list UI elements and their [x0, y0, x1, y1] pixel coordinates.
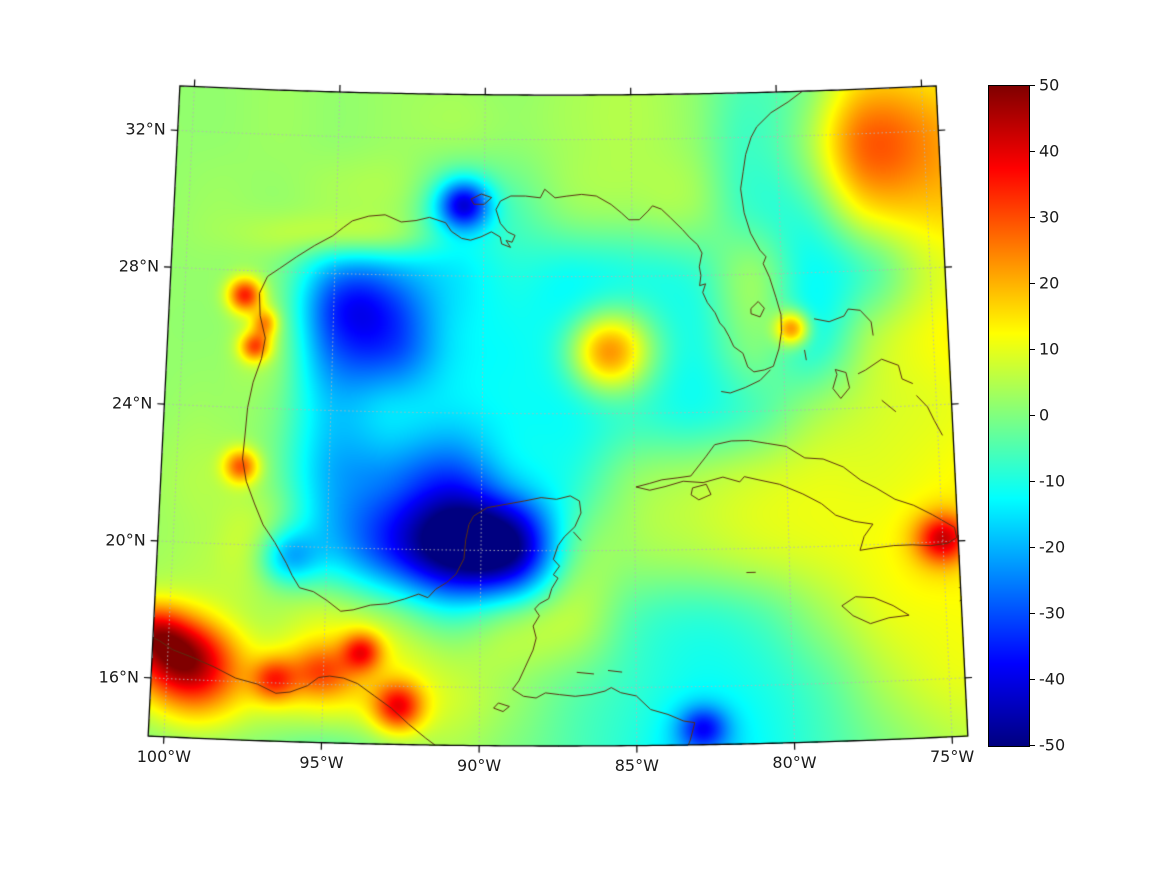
- colorbar-tick-label: 40: [1039, 141, 1060, 161]
- lon-tick-label: 85°W: [614, 755, 659, 775]
- lat-tick-label: 28°N: [118, 256, 160, 276]
- colorbar-tick: [1030, 348, 1035, 350]
- colorbar-tick-label: 0: [1039, 405, 1050, 425]
- lon-tick-label: 75°W: [930, 746, 975, 766]
- colorbar-tick-label: -20: [1039, 537, 1066, 557]
- colorbar-tick-label: 10: [1039, 339, 1060, 359]
- colorbar-tick-label: 50: [1039, 75, 1060, 95]
- colorbar-tick: [1030, 414, 1035, 416]
- colorbar-tick: [1030, 150, 1035, 152]
- lat-tick-label: 32°N: [125, 119, 166, 139]
- colorbar-tick-label: -50: [1039, 735, 1066, 755]
- colorbar-tick: [1030, 678, 1035, 680]
- colorbar-tick: [1030, 744, 1035, 746]
- colorbar-tick-label: -40: [1039, 669, 1066, 689]
- colorbar-tick-label: 20: [1039, 273, 1060, 293]
- lon-tick-label: 90°W: [457, 755, 502, 775]
- colorbar-tick-label: -10: [1039, 471, 1066, 491]
- colorbar-tick: [1030, 84, 1035, 86]
- lon-tick-label: 95°W: [299, 752, 344, 772]
- colorbar-tick: [1030, 216, 1035, 218]
- lat-tick-label: 16°N: [98, 667, 139, 687]
- colorbar-tick-label: -30: [1039, 603, 1066, 623]
- colorbar-tick: [1030, 480, 1035, 482]
- colorbar-tick: [1030, 546, 1035, 548]
- lat-tick-label: 24°N: [112, 393, 153, 413]
- lon-tick-label: 80°W: [772, 752, 817, 772]
- colorbar: [988, 85, 1030, 747]
- lat-tick-label: 20°N: [105, 530, 146, 550]
- lon-tick-label: 100°W: [136, 746, 192, 766]
- colorbar-tick: [1030, 282, 1035, 284]
- colorbar-tick-label: 30: [1039, 207, 1060, 227]
- colorbar-tick: [1030, 612, 1035, 614]
